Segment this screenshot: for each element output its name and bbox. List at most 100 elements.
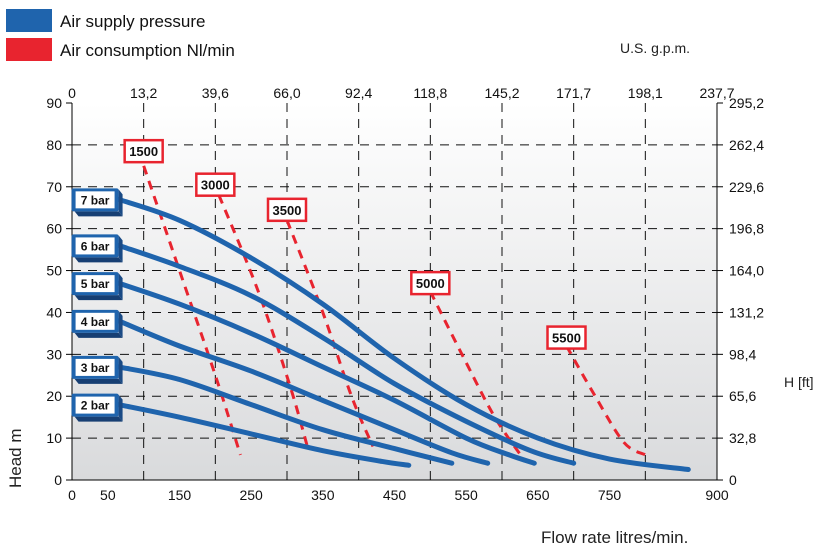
pressure-label-depth bbox=[74, 295, 123, 301]
x-tick-label: 250 bbox=[239, 487, 263, 503]
pressure-label-7-bar: 7 bar bbox=[71, 188, 123, 217]
pressure-label-inner bbox=[75, 396, 115, 414]
y-axis-title: Head m bbox=[6, 428, 25, 488]
plot-area bbox=[72, 103, 717, 480]
pressure-label-inner bbox=[75, 312, 115, 330]
y2-tick-label: 196,8 bbox=[729, 221, 764, 237]
x-tick-label: 350 bbox=[311, 487, 335, 503]
x2-tick-label: 92,4 bbox=[345, 85, 372, 101]
air-consumption-label: 3000 bbox=[201, 178, 230, 193]
air-consumption-line-1500 bbox=[142, 165, 242, 456]
air-consumption-label: 1500 bbox=[129, 144, 158, 159]
pressure-label-text: 5 bar bbox=[81, 277, 110, 291]
legend: Air supply pressure Air consumption Nl/m… bbox=[6, 9, 235, 61]
x-tick-label: 450 bbox=[383, 487, 407, 503]
x-axis-title: Flow rate litres/min. bbox=[541, 528, 688, 547]
y2-tick-label: 164,0 bbox=[729, 263, 764, 279]
x2-tick-label: 171,7 bbox=[556, 85, 591, 101]
x-tick-label: 900 bbox=[705, 487, 729, 503]
pressure-label-5-bar: 5 bar bbox=[71, 272, 123, 301]
air-consumption-line-5500 bbox=[565, 345, 647, 457]
pressure-label-2-bar: 2 bar bbox=[71, 393, 123, 422]
air-consumption-label-box bbox=[410, 270, 451, 296]
y-tick-label: 70 bbox=[46, 179, 62, 195]
x2-tick-label: 198,1 bbox=[628, 85, 663, 101]
pressure-label-6-bar: 6 bar bbox=[71, 234, 123, 263]
x2-tick-label: 118,8 bbox=[413, 85, 447, 101]
pressure-label-text: 4 bar bbox=[81, 315, 110, 329]
y-tick-label: 10 bbox=[46, 430, 62, 446]
y-tick-label: 50 bbox=[46, 263, 62, 279]
air-consumption-label-box bbox=[546, 325, 587, 350]
axis-ticks: 0102030405060708090032,865,698,4131,2164… bbox=[46, 85, 764, 503]
y2-tick-label: 262,4 bbox=[729, 137, 764, 153]
air-consumption-line-3000 bbox=[217, 194, 310, 452]
pressure-label-depth-side bbox=[118, 189, 123, 217]
x2-tick-label: 39,6 bbox=[202, 85, 229, 101]
x2-tick-label: 0 bbox=[68, 85, 76, 101]
pressure-label-depth-side bbox=[118, 310, 123, 338]
pressure-label-depth bbox=[74, 416, 123, 422]
legend-swatch-air-supply-pressure bbox=[6, 9, 52, 32]
x-tick-label: 50 bbox=[100, 487, 116, 503]
x2-tick-label: 13,2 bbox=[130, 85, 157, 101]
x-tick-label: 650 bbox=[526, 487, 550, 503]
y-tick-label: 0 bbox=[54, 472, 62, 488]
pressure-curve-7-bar bbox=[116, 196, 691, 472]
pressure-label-depth bbox=[74, 378, 123, 384]
pressure-label-4-bar: 4 bar bbox=[71, 309, 123, 338]
x-tick-label: 150 bbox=[168, 487, 192, 503]
y2-tick-label: 65,6 bbox=[729, 388, 756, 404]
x2-axis-title: U.S. g.p.m. bbox=[620, 40, 690, 56]
pressure-label-depth-side bbox=[118, 273, 123, 301]
y2-tick-label: 32,8 bbox=[729, 430, 756, 446]
x-tick-label: 750 bbox=[598, 487, 622, 503]
air-consumption-label: 3500 bbox=[273, 203, 302, 218]
pressure-label-inner bbox=[75, 358, 115, 376]
pressure-curve-4-bar bbox=[116, 318, 491, 466]
grid bbox=[72, 103, 717, 480]
pressure-curve-2-bar bbox=[116, 402, 412, 468]
air-consumption-label-box bbox=[195, 172, 236, 197]
air-consumption-labels: 1500 3000 3500 5000 5500 bbox=[123, 138, 587, 350]
y2-tick-label: 0 bbox=[729, 472, 737, 488]
pressure-label-inner bbox=[75, 237, 115, 255]
pressure-labels: 2 bar 3 bar 4 bar 5 bar 6 bar 7 bar bbox=[71, 188, 123, 422]
y-tick-label: 40 bbox=[46, 304, 62, 320]
y2-tick-label: 295,2 bbox=[729, 95, 764, 111]
pressure-label-text: 6 bar bbox=[81, 239, 110, 253]
air-consumption-label: 5000 bbox=[416, 276, 445, 291]
pressure-label-inner bbox=[75, 275, 115, 293]
x2-tick-label: 66,0 bbox=[273, 85, 300, 101]
y-tick-label: 90 bbox=[46, 95, 62, 111]
pressure-label-depth bbox=[74, 257, 123, 263]
air-consumption-label-box bbox=[266, 197, 308, 223]
y-tick-label: 20 bbox=[46, 388, 62, 404]
y2-tick-label: 98,4 bbox=[729, 346, 756, 362]
y2-axis-title: H [ft] bbox=[784, 374, 814, 390]
x-tick-label: 550 bbox=[454, 487, 478, 503]
pressure-label-text: 2 bar bbox=[81, 399, 110, 413]
pressure-label-inner bbox=[75, 191, 115, 209]
x2-tick-label: 237,7 bbox=[699, 85, 734, 101]
y-tick-label: 30 bbox=[46, 346, 62, 362]
pressure-curve-3-bar bbox=[116, 364, 455, 466]
pressure-curves bbox=[116, 196, 691, 472]
x-tick-label: 0 bbox=[68, 487, 76, 503]
legend-label-air-consumption: Air consumption Nl/min bbox=[60, 41, 235, 60]
pressure-label-depth bbox=[74, 332, 123, 338]
pressure-label-3-bar: 3 bar bbox=[71, 355, 123, 384]
air-consumption-label: 5500 bbox=[552, 331, 581, 346]
y-tick-label: 80 bbox=[46, 137, 62, 153]
air-consumption-line-5000 bbox=[428, 290, 525, 460]
y2-tick-label: 229,6 bbox=[729, 179, 764, 195]
y-tick-label: 60 bbox=[46, 221, 62, 237]
legend-swatch-air-consumption bbox=[6, 38, 52, 61]
x2-tick-label: 145,2 bbox=[484, 85, 519, 101]
pressure-label-text: 7 bar bbox=[81, 193, 110, 207]
legend-label-air-supply-pressure: Air supply pressure bbox=[60, 12, 206, 31]
pressure-label-text: 3 bar bbox=[81, 361, 110, 375]
pressure-curve-5-bar bbox=[116, 280, 537, 466]
pressure-label-depth-side bbox=[118, 394, 123, 422]
